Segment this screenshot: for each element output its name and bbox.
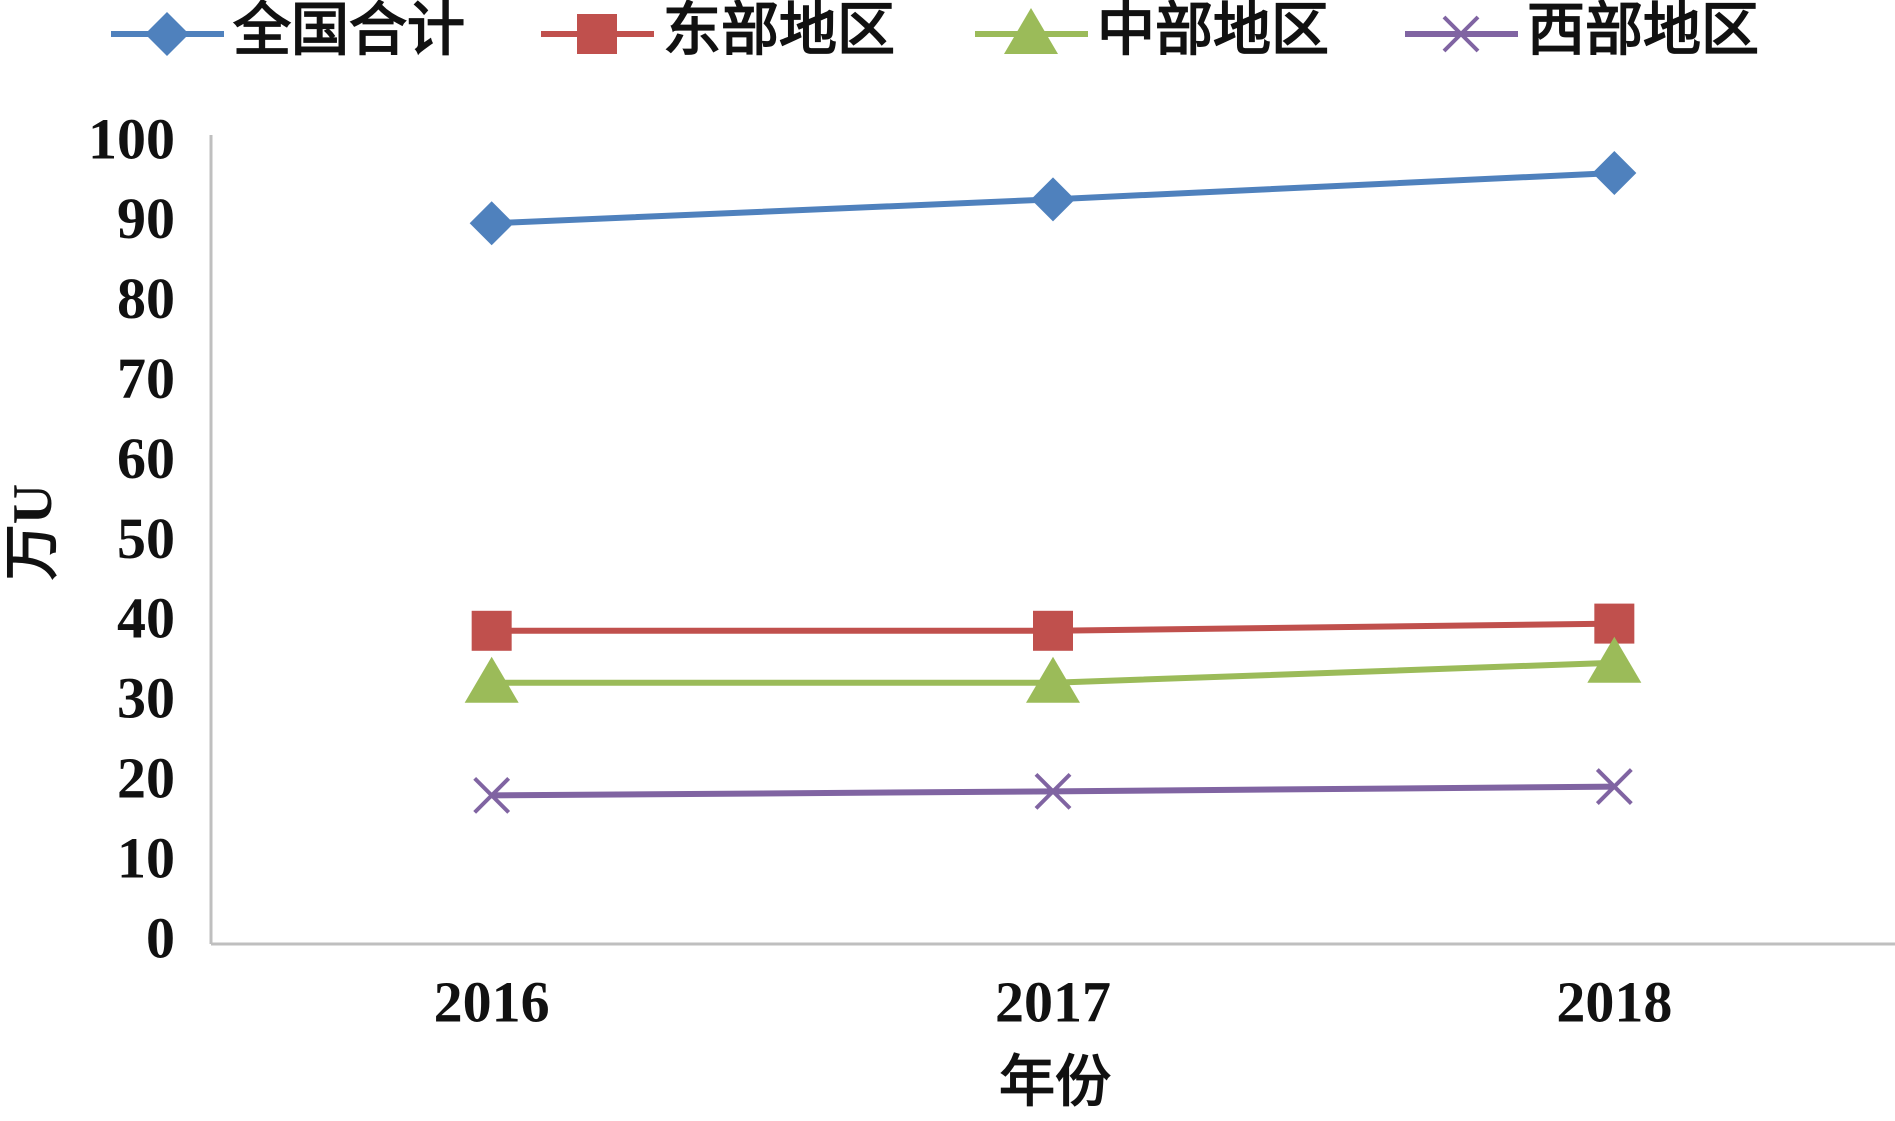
y-tick-label: 80: [117, 266, 175, 331]
y-tick-label: 70: [117, 346, 175, 411]
legend-marker: [145, 12, 189, 56]
y-tick-label: 40: [117, 586, 175, 651]
legend-label: 中部地区: [1097, 0, 1329, 62]
x-axis-label: 年份: [999, 1052, 1111, 1114]
x-tick-label: 2017: [995, 969, 1111, 1034]
legend-label: 东部地区: [663, 0, 895, 62]
y-tick-label: 0: [146, 905, 175, 970]
y-tick-label: 50: [117, 506, 175, 571]
marker: [1587, 636, 1642, 683]
marker: [1026, 656, 1080, 703]
legend-label: 西部地区: [1527, 0, 1759, 62]
y-tick-label: 90: [117, 186, 175, 251]
y-tick-label: 20: [117, 746, 175, 811]
legend-marker: [1004, 8, 1058, 54]
marker: [1033, 610, 1073, 651]
marker: [464, 656, 519, 703]
marker: [1031, 177, 1075, 222]
y-tick-label: 30: [117, 666, 175, 731]
x-tick-label: 2016: [434, 969, 550, 1034]
legend-marker: [1442, 15, 1480, 53]
x-tick-label: 2018: [1556, 969, 1672, 1034]
marker: [1034, 772, 1072, 810]
legend-marker: [577, 14, 617, 54]
marker: [1595, 768, 1633, 806]
y-tick-label: 60: [117, 426, 175, 491]
marker: [471, 610, 512, 651]
legend-label: 全国合计: [232, 0, 465, 62]
y-tick-label: 100: [88, 106, 175, 171]
marker: [473, 776, 511, 814]
y-tick-label: 10: [117, 825, 175, 890]
marker: [1592, 150, 1637, 195]
y-axis-label: 万U: [2, 484, 64, 580]
marker: [469, 201, 514, 246]
